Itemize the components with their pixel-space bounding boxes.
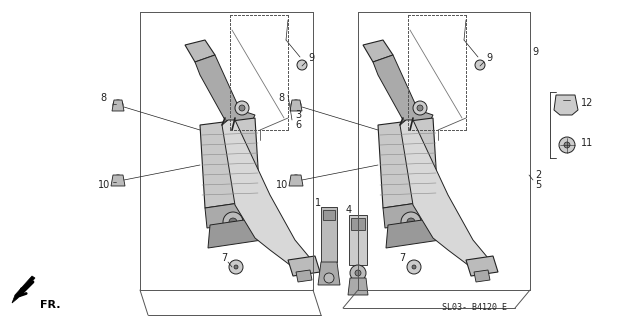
Polygon shape (296, 270, 312, 282)
Polygon shape (112, 100, 124, 111)
Circle shape (564, 142, 570, 148)
Polygon shape (348, 278, 368, 295)
Circle shape (412, 265, 416, 269)
Bar (321, 207, 337, 262)
Polygon shape (185, 40, 215, 62)
Polygon shape (554, 95, 578, 115)
Text: 4: 4 (346, 205, 352, 215)
Circle shape (417, 105, 423, 111)
Circle shape (350, 265, 366, 281)
Circle shape (401, 212, 421, 232)
Text: 8: 8 (278, 93, 284, 103)
Circle shape (291, 175, 301, 185)
Text: FR.: FR. (40, 300, 61, 310)
Bar (349, 215, 367, 265)
Polygon shape (386, 218, 440, 248)
Circle shape (223, 212, 243, 232)
Polygon shape (363, 40, 393, 62)
Text: 12: 12 (581, 98, 593, 108)
Text: 10: 10 (276, 180, 288, 190)
Text: 6: 6 (295, 120, 301, 130)
Text: 7: 7 (221, 253, 227, 263)
Circle shape (413, 101, 427, 115)
Circle shape (475, 60, 485, 70)
Circle shape (297, 60, 307, 70)
Polygon shape (205, 200, 262, 228)
Circle shape (291, 100, 301, 110)
Text: 2: 2 (535, 170, 541, 180)
Circle shape (407, 260, 421, 274)
Circle shape (113, 100, 123, 110)
Circle shape (239, 105, 245, 111)
Circle shape (235, 101, 249, 115)
Circle shape (229, 218, 237, 226)
Polygon shape (378, 118, 438, 208)
Circle shape (324, 273, 334, 283)
Polygon shape (373, 55, 433, 125)
Text: 3: 3 (295, 110, 301, 120)
Bar (351, 218, 365, 230)
Polygon shape (383, 200, 440, 228)
Text: SL03- B4120 E: SL03- B4120 E (442, 303, 508, 313)
Polygon shape (474, 270, 490, 282)
Text: 1: 1 (315, 198, 321, 208)
Polygon shape (289, 175, 303, 186)
Circle shape (559, 137, 575, 153)
Polygon shape (222, 120, 310, 268)
Polygon shape (12, 276, 35, 303)
Polygon shape (200, 118, 260, 208)
Circle shape (229, 260, 243, 274)
Polygon shape (400, 120, 488, 268)
Polygon shape (288, 256, 320, 276)
Circle shape (407, 218, 415, 226)
Text: 9: 9 (486, 53, 492, 63)
Text: 10: 10 (98, 180, 110, 190)
Circle shape (234, 265, 238, 269)
Circle shape (355, 270, 361, 276)
Text: 5: 5 (535, 180, 541, 190)
Polygon shape (208, 218, 262, 248)
Polygon shape (195, 55, 255, 125)
Polygon shape (111, 175, 125, 186)
Text: 9: 9 (532, 47, 538, 57)
Bar (323, 210, 335, 220)
Text: 9: 9 (308, 53, 314, 63)
Text: 11: 11 (581, 138, 593, 148)
Circle shape (113, 175, 123, 185)
Polygon shape (290, 100, 302, 111)
Polygon shape (466, 256, 498, 276)
Polygon shape (318, 262, 340, 285)
Text: 8: 8 (100, 93, 106, 103)
Text: 7: 7 (399, 253, 405, 263)
